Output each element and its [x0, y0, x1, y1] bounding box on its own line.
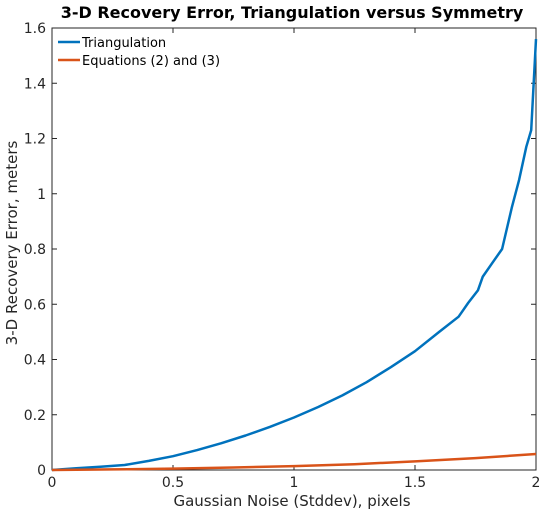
chart-title: 3-D Recovery Error, Triangulation versus…	[61, 3, 524, 22]
y-tick-label: 1.4	[24, 76, 46, 92]
y-axis: 0 0.2 0.4 0.6 0.8 1 1.2 1.4 1.6	[24, 21, 536, 479]
x-axis-label: Gaussian Noise (Stddev), pixels	[173, 492, 410, 510]
x-axis: 0 0.5 1 1.5 2	[48, 28, 541, 491]
y-tick-label: 0	[37, 463, 46, 479]
x-tick-label: 2	[532, 475, 541, 491]
legend: Triangulation Equations (2) and (3)	[58, 36, 220, 69]
legend-label-1: Equations (2) and (3)	[82, 54, 220, 69]
y-tick-label: 1.2	[24, 132, 46, 148]
legend-label-0: Triangulation	[81, 36, 166, 51]
y-tick-label: 1	[37, 187, 46, 203]
y-tick-label: 1.6	[24, 21, 46, 37]
x-tick-label: 0.5	[162, 475, 184, 491]
series-line-1	[51, 452, 537, 472]
y-axis-label: 3-D Recovery Error, meters	[3, 141, 21, 346]
y-tick-label: 0.4	[24, 353, 46, 369]
x-tick-label: 1	[290, 475, 299, 491]
y-tick-label: 0.8	[24, 242, 46, 258]
axes-box	[51, 27, 537, 471]
series-line-0	[51, 39, 538, 472]
x-tick-label: 0	[48, 475, 57, 491]
series-lines	[51, 39, 538, 472]
y-tick-label: 0.2	[24, 408, 46, 424]
y-tick-label: 0.6	[24, 297, 46, 313]
plot-area: 0 0.2 0.4 0.6 0.8 1 1.2 1.4 1.6 0 0.5 1 1.5 2	[24, 21, 541, 491]
x-tick-label: 1.5	[404, 475, 426, 491]
